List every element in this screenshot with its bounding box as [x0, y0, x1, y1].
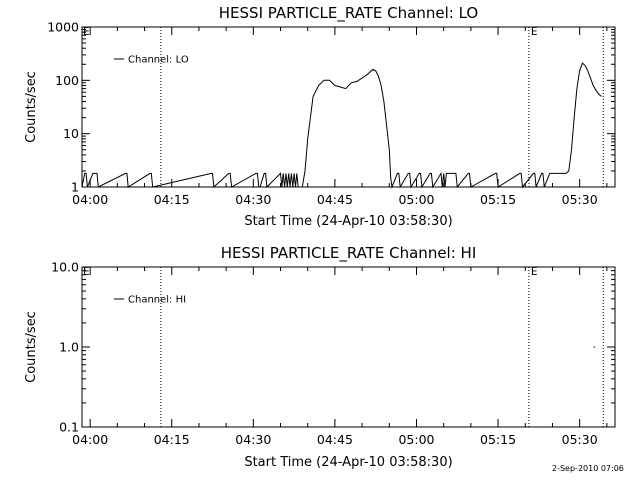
- y-tick-label: 100: [55, 73, 79, 88]
- x-tick-label: 05:30: [562, 432, 598, 447]
- y-axis-label: Counts/sec: [24, 311, 39, 383]
- event-marker-label: E: [531, 25, 538, 38]
- plot-frame: [81, 26, 616, 188]
- series-line: [81, 62, 602, 189]
- x-tick-label: 04:30: [235, 432, 271, 447]
- plot-frame: [81, 266, 616, 428]
- y-tick-label: 1000: [47, 20, 79, 35]
- x-tick-label: 05:15: [480, 432, 516, 447]
- x-tick-label: 04:00: [72, 432, 108, 447]
- chart-title: HESSI PARTICLE_RATE Channel: LO: [219, 4, 478, 23]
- legend-label: Channel: HI: [128, 295, 186, 306]
- footer-timestamp: 2-Sep-2010 07:06: [552, 464, 624, 473]
- y-tick-label: 1.0: [59, 340, 79, 355]
- y-tick-label: 10.0: [51, 260, 79, 275]
- event-marker-label: E: [83, 265, 90, 278]
- legend-label: Channel: LO: [128, 55, 189, 66]
- x-tick-label: 04:45: [317, 432, 353, 447]
- event-marker-label: E: [83, 25, 90, 38]
- y-tick-label: 10: [63, 126, 79, 141]
- x-tick-label: 04:30: [235, 192, 271, 207]
- series-point: [593, 346, 595, 348]
- x-tick-label: 05:15: [480, 192, 516, 207]
- chart-title: HESSI PARTICLE_RATE Channel: HI: [221, 244, 477, 263]
- x-tick-label: 05:30: [562, 192, 598, 207]
- x-tick-label: 05:00: [398, 192, 434, 207]
- x-tick-label: 05:00: [398, 432, 434, 447]
- x-tick-label: 04:45: [317, 192, 353, 207]
- x-axis-label: Start Time (24-Apr-10 03:58:30): [244, 455, 452, 470]
- x-axis-label: Start Time (24-Apr-10 03:58:30): [244, 214, 452, 229]
- x-tick-label: 04:15: [154, 192, 190, 207]
- x-tick-label: 04:15: [154, 432, 190, 447]
- event-marker-label: E: [531, 265, 538, 278]
- x-tick-label: 04:00: [72, 192, 108, 207]
- y-tick-label: 0.1: [59, 420, 79, 435]
- y-tick-label: 1: [71, 180, 79, 195]
- y-axis-label: Counts/sec: [24, 71, 39, 143]
